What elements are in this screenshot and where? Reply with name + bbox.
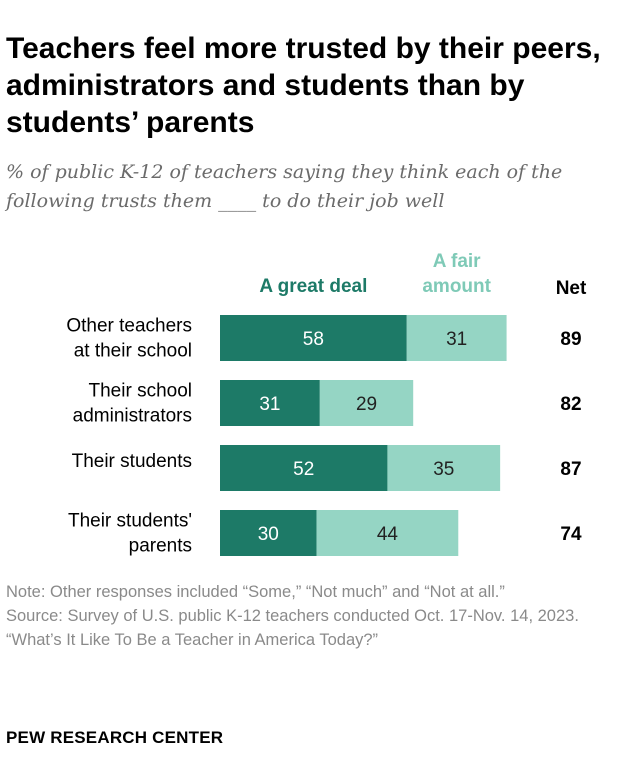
report-title: “What’s It Like To Be a Teacher in Ameri… [6,631,379,649]
value-label-great-deal: 30 [258,524,279,545]
note-text: Note: Other responses included “Some,” “… [6,583,505,601]
bar-row: Their school administrators 31 29 82 [73,380,582,427]
bar-fair-amount [387,445,501,491]
net-value: 87 [560,459,581,480]
bar-fair-amount [406,315,507,361]
category-label: Their school [89,381,193,402]
value-label-great-deal: 58 [303,329,324,350]
legend-fair-amount: A fair amount [422,251,491,297]
value-label-fair-amount: 29 [356,394,377,415]
value-label-fair-amount: 35 [433,459,454,480]
source-text: Source: Survey of U.S. public K-12 teach… [6,607,579,625]
chart-rows: Other teachers at their school 58 31 89 Their… [66,315,582,557]
chart-subtitle: % of public K-12 of teachers saying they… [6,161,563,212]
category-label: administrators [73,406,192,427]
bar-row: Other teachers at their school 58 31 89 [66,315,582,362]
category-label: Their students' [68,511,192,532]
bar-fair-amount [316,510,459,556]
net-value: 89 [560,329,581,350]
category-label: parents [129,536,192,557]
category-label: at their school [74,341,192,362]
value-label-fair-amount: 31 [446,329,467,350]
category-label: Other teachers [66,316,192,337]
chart-legend: A great deal A fair amount Net [259,251,587,299]
bar-great-deal [220,510,317,556]
value-label-great-deal: 31 [259,394,280,415]
value-label-fair-amount: 44 [377,524,399,545]
legend-net: Net [556,278,587,299]
bar-great-deal [220,445,388,491]
net-value: 74 [560,524,582,545]
pew-research-center-logo: PEW RESEARCH CENTER [6,728,224,747]
value-label-great-deal: 52 [293,459,314,480]
bar-row: Their students 52 35 87 [72,445,582,491]
net-value: 82 [560,394,581,415]
bar-fair-amount [319,380,414,426]
bar-great-deal [220,315,407,361]
category-label: Their students [72,451,192,472]
bar-row: Their students' parents 30 44 74 [68,510,582,557]
stacked-bar-chart: A great deal A fair amount Net Other teache… [66,251,587,557]
chart-title: Teachers feel more trusted by their peer… [6,32,601,139]
bar-great-deal [220,380,320,426]
chart-notes: Note: Other responses included “Some,” “… [6,580,606,652]
legend-great-deal: A great deal [259,276,367,297]
